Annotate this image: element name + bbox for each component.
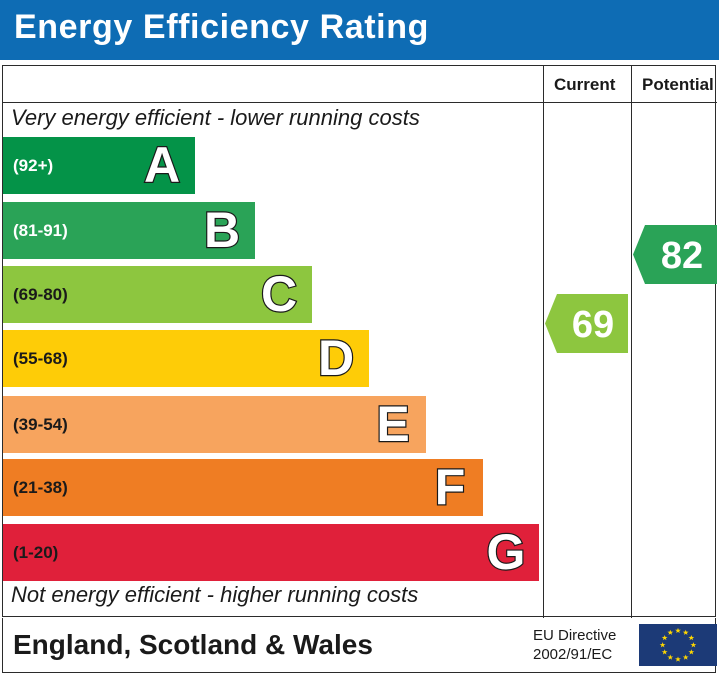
svg-text:82: 82 (661, 235, 703, 277)
svg-text:B: B (204, 202, 240, 258)
svg-text:D: D (318, 330, 354, 386)
svg-text:C: C (261, 266, 297, 322)
svg-text:E: E (376, 396, 409, 452)
svg-text:F: F (435, 459, 466, 515)
svg-text:69: 69 (572, 304, 614, 346)
svg-text:A: A (144, 137, 180, 193)
svg-text:G: G (487, 524, 526, 580)
